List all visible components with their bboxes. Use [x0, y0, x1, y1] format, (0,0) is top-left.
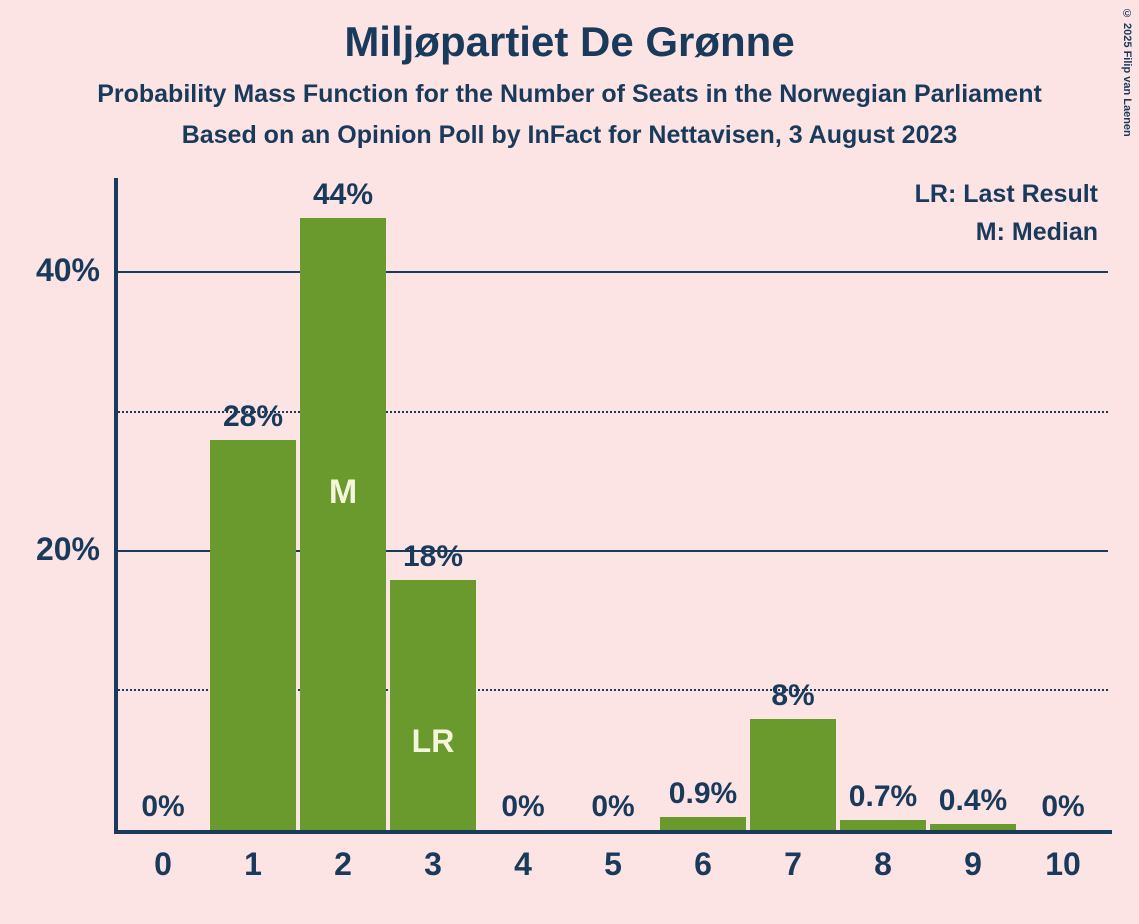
bar-value-label: 0.9% — [669, 777, 737, 811]
bar-value-label: 28% — [223, 400, 283, 434]
bar-value-label: 8% — [771, 679, 814, 713]
x-tick-label: 7 — [784, 846, 802, 883]
bar — [750, 719, 836, 830]
bar-value-label: 0% — [501, 790, 544, 824]
x-tick-label: 9 — [964, 846, 982, 883]
x-tick-label: 6 — [694, 846, 712, 883]
x-tick-label: 5 — [604, 846, 622, 883]
x-tick-label: 3 — [424, 846, 442, 883]
y-axis — [114, 178, 118, 830]
x-tick-label: 1 — [244, 846, 262, 883]
bar — [300, 218, 386, 830]
x-axis — [114, 830, 1112, 834]
bar — [660, 817, 746, 830]
chart-plot-area: 20%40%0%028%144%218%30%40%50.9%68%70.7%8… — [118, 190, 1108, 830]
x-tick-label: 0 — [154, 846, 172, 883]
bar — [390, 580, 476, 830]
bar-value-label: 0.4% — [939, 784, 1007, 818]
x-tick-label: 4 — [514, 846, 532, 883]
bar-value-label: 0.7% — [849, 780, 917, 814]
legend-last-result: LR: Last Result — [915, 180, 1098, 209]
bar — [840, 820, 926, 830]
y-tick-label: 20% — [36, 531, 100, 568]
median-marker: M — [329, 473, 357, 512]
bar-value-label: 44% — [313, 178, 373, 212]
bar-value-label: 0% — [591, 790, 634, 824]
chart-subtitle-2: Based on an Opinion Poll by InFact for N… — [0, 121, 1139, 150]
x-tick-label: 10 — [1045, 846, 1081, 883]
bar-value-label: 0% — [141, 790, 184, 824]
y-tick-label: 40% — [36, 252, 100, 289]
copyright-text: © 2025 Filip van Laenen — [1121, 8, 1133, 137]
chart-subtitle-1: Probability Mass Function for the Number… — [0, 80, 1139, 109]
bar-value-label: 0% — [1041, 790, 1084, 824]
chart-title: Miljøpartiet De Grønne — [0, 0, 1139, 66]
gridline-major — [118, 271, 1108, 273]
legend-median: M: Median — [976, 218, 1098, 247]
last-result-marker: LR — [412, 723, 455, 760]
x-tick-label: 2 — [334, 846, 352, 883]
bar-value-label: 18% — [403, 540, 463, 574]
bar — [210, 440, 296, 830]
x-tick-label: 8 — [874, 846, 892, 883]
